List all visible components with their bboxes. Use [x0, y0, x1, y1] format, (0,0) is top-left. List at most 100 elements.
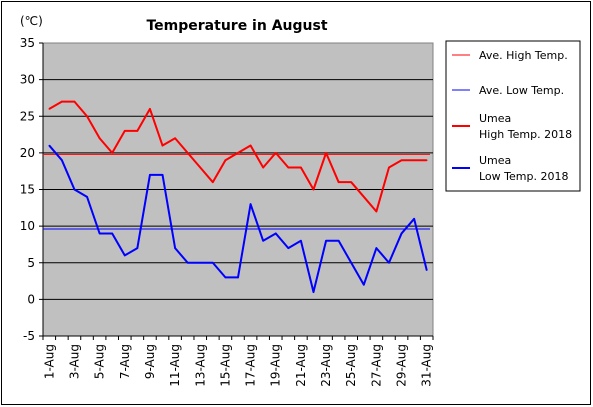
legend-label-line: Umea [479, 154, 511, 167]
data-point [61, 100, 63, 103]
data-point [413, 159, 415, 161]
data-point [174, 247, 176, 249]
data-point [425, 269, 428, 271]
data-point [363, 196, 365, 198]
x-tick-label: 5-Aug [93, 344, 107, 379]
x-tick-label: 17-Aug [244, 344, 258, 387]
x-tick-label: 7-Aug [118, 344, 132, 379]
legend-label-line: High Temp. 2018 [479, 128, 572, 141]
data-point [375, 210, 378, 213]
data-point [300, 166, 302, 169]
data-point [86, 196, 88, 198]
data-point [186, 152, 189, 154]
data-point [249, 203, 252, 205]
legend-label-line: Umea [479, 112, 511, 125]
data-point [111, 232, 113, 235]
y-axis-ticks: -5 0 5 10 15 20 25 30 35 [20, 36, 433, 343]
data-point [350, 181, 353, 183]
data-point [413, 218, 415, 220]
x-tick-label: 27-Aug [369, 344, 383, 387]
x-tick-label: 23-Aug [319, 344, 333, 387]
x-tick-label: 9-Aug [143, 344, 157, 379]
legend-box [445, 40, 581, 192]
y-tick-label: 30 [20, 73, 35, 87]
data-point [136, 130, 139, 132]
data-point [350, 261, 353, 264]
data-point [136, 247, 139, 249]
data-point [375, 247, 378, 249]
data-point [400, 232, 403, 235]
data-point [425, 159, 428, 161]
y-tick-label: 25 [20, 109, 35, 123]
data-point [123, 254, 126, 257]
x-tick-label: 13-Aug [193, 344, 207, 387]
data-point [212, 261, 214, 264]
data-point [249, 144, 252, 147]
data-point [388, 261, 390, 264]
data-point [274, 232, 277, 235]
x-tick-label: 3-Aug [67, 344, 81, 379]
data-point [325, 152, 327, 154]
legend: Ave. High Temp. Ave. Low Temp. Umea High Te… [445, 40, 581, 192]
legend-label-line: Low Temp. 2018 [479, 170, 568, 183]
data-point [48, 144, 51, 147]
y-tick-label: 35 [20, 36, 35, 50]
data-point [48, 108, 51, 110]
data-point [161, 144, 164, 147]
y-axis-unit: (℃) [20, 14, 43, 28]
x-tick-label: 25-Aug [344, 344, 358, 387]
data-point [325, 239, 327, 242]
x-tick-label: 19-Aug [269, 344, 283, 387]
y-tick-label: 5 [27, 256, 35, 270]
data-point [199, 166, 202, 169]
data-point [312, 188, 315, 191]
data-point [73, 100, 76, 103]
data-point [161, 174, 164, 176]
data-point [388, 166, 390, 169]
chart-title: Temperature in August [146, 18, 327, 34]
data-point [98, 137, 101, 140]
data-point [400, 159, 403, 161]
data-point [123, 130, 126, 132]
legend-label: Ave. High Temp. [479, 49, 568, 62]
data-point [224, 159, 227, 161]
y-tick-label: 15 [20, 183, 35, 197]
data-point [363, 283, 365, 286]
data-point [111, 152, 113, 154]
data-point [274, 152, 277, 154]
y-tick-label: 10 [20, 219, 35, 233]
legend-label: Ave. Low Temp. [479, 84, 564, 97]
data-point [98, 232, 101, 235]
data-point [337, 181, 340, 183]
x-tick-label: 15-Aug [218, 344, 232, 387]
data-point [73, 188, 76, 191]
y-tick-label: 0 [27, 292, 35, 306]
x-tick-label: 11-Aug [168, 344, 182, 387]
data-point [287, 247, 290, 249]
data-point [61, 159, 63, 161]
x-tick-label: 1-Aug [42, 344, 56, 379]
legend-label-line: Ave. High Temp. [479, 49, 568, 62]
data-point [337, 239, 340, 242]
data-point [300, 239, 302, 242]
data-point [262, 166, 264, 169]
data-point [149, 174, 151, 176]
data-point [86, 115, 88, 118]
x-tick-label: 31-Aug [420, 344, 434, 387]
x-tick-label: 29-Aug [395, 344, 409, 387]
data-point [312, 291, 315, 293]
y-tick-label: -5 [23, 329, 35, 343]
data-point [237, 152, 239, 154]
x-axis-ticks: 1-Aug 3-Aug 5-Aug 7-Aug 9-Aug 11-Aug 13-Aug 15-… [42, 336, 434, 387]
data-point [224, 276, 227, 279]
data-point [237, 276, 239, 279]
data-point [212, 181, 214, 183]
data-point [186, 261, 189, 264]
series-lines [43, 100, 430, 294]
data-point [199, 261, 202, 264]
x-tick-label: 21-Aug [294, 344, 308, 387]
y-tick-label: 20 [20, 146, 35, 160]
legend-label-line: Ave. Low Temp. [479, 84, 564, 97]
data-point [262, 239, 264, 242]
